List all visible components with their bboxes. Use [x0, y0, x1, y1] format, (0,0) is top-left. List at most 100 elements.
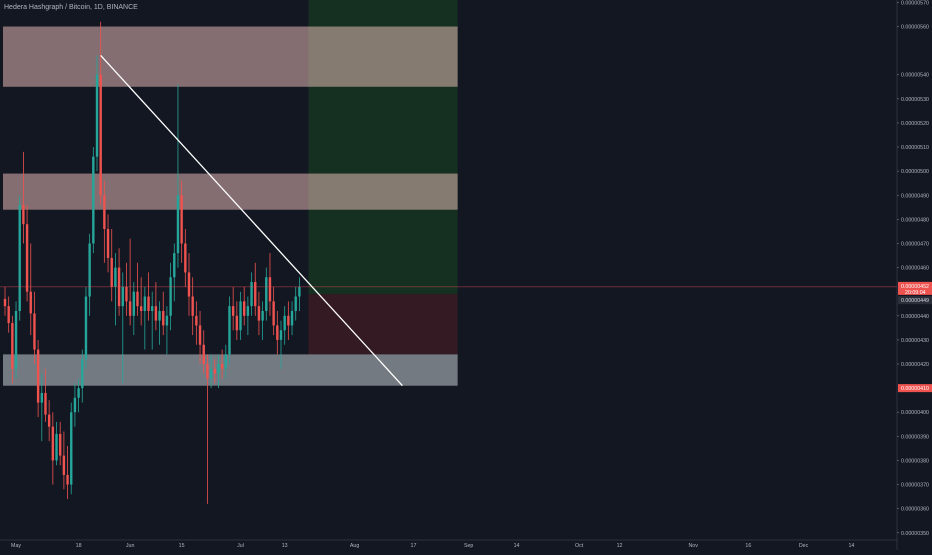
- candle[interactable]: [279, 320, 283, 369]
- candle[interactable]: [224, 344, 227, 379]
- price-tick-label: 0.00000560: [901, 25, 929, 31]
- candle[interactable]: [276, 310, 279, 355]
- candle[interactable]: [25, 204, 29, 302]
- candle-body: [158, 310, 161, 321]
- candle[interactable]: [147, 272, 150, 321]
- candle[interactable]: [110, 229, 113, 302]
- candle-body: [92, 156, 95, 244]
- candle[interactable]: [136, 262, 139, 316]
- candle[interactable]: [92, 147, 95, 254]
- candle[interactable]: [176, 84, 180, 268]
- candle[interactable]: [47, 400, 51, 442]
- candle[interactable]: [95, 55, 99, 172]
- candle[interactable]: [209, 354, 213, 389]
- candle[interactable]: [283, 306, 286, 345]
- price-tick-label: 0.00000380: [901, 458, 929, 464]
- candle[interactable]: [154, 282, 158, 331]
- candle[interactable]: [59, 421, 62, 466]
- candle[interactable]: [290, 301, 294, 336]
- trendline[interactable]: [100, 55, 403, 387]
- candle[interactable]: [51, 412, 55, 485]
- candle[interactable]: [165, 306, 169, 355]
- candle[interactable]: [228, 296, 231, 365]
- candle[interactable]: [187, 253, 191, 316]
- candle[interactable]: [158, 301, 161, 345]
- candle[interactable]: [29, 243, 32, 336]
- candle[interactable]: [261, 301, 264, 340]
- candle[interactable]: [195, 301, 198, 345]
- candle-body: [11, 323, 14, 369]
- candle[interactable]: [132, 282, 135, 336]
- candle[interactable]: [184, 229, 187, 287]
- candle[interactable]: [84, 286, 88, 369]
- candle[interactable]: [125, 262, 128, 316]
- price-tick-label: 0.00000370: [901, 483, 929, 489]
- candle-body: [246, 306, 250, 316]
- candle[interactable]: [272, 286, 275, 336]
- candle[interactable]: [22, 151, 25, 244]
- candle[interactable]: [235, 301, 239, 340]
- candle[interactable]: [121, 272, 124, 384]
- candle[interactable]: [88, 233, 91, 316]
- candle[interactable]: [103, 180, 106, 263]
- candle-body: [151, 306, 154, 311]
- candle[interactable]: [40, 373, 43, 442]
- candle[interactable]: [220, 349, 224, 379]
- candle[interactable]: [70, 402, 73, 495]
- candle[interactable]: [206, 354, 209, 504]
- candle[interactable]: [250, 272, 253, 316]
- candle[interactable]: [213, 359, 216, 384]
- candle[interactable]: [62, 431, 66, 490]
- candle[interactable]: [254, 262, 257, 316]
- candle[interactable]: [44, 368, 47, 422]
- candle[interactable]: [73, 383, 77, 427]
- candle[interactable]: [139, 277, 143, 326]
- candle[interactable]: [77, 378, 80, 413]
- candle[interactable]: [55, 421, 58, 466]
- candle[interactable]: [173, 243, 176, 302]
- candle[interactable]: [162, 291, 165, 336]
- candle[interactable]: [298, 277, 301, 311]
- time-axis[interactable]: May 18 Jun 15 Jul 13 Aug 17 Sep 14 Oct 12 Nov 16 Dec 14: [0, 539, 897, 549]
- candle[interactable]: [66, 445, 69, 500]
- time-tick-label: 13: [282, 543, 288, 549]
- candle[interactable]: [246, 296, 250, 336]
- candle[interactable]: [99, 21, 102, 205]
- candle[interactable]: [106, 214, 110, 273]
- target-price-tag-background: [898, 296, 932, 305]
- candle[interactable]: [36, 339, 40, 418]
- candle[interactable]: [151, 291, 154, 350]
- candle[interactable]: [231, 286, 235, 331]
- candle[interactable]: [239, 291, 242, 340]
- candle[interactable]: [143, 286, 147, 350]
- candle[interactable]: [33, 291, 36, 365]
- candle[interactable]: [243, 286, 246, 326]
- candle[interactable]: [14, 301, 18, 379]
- candle[interactable]: [257, 291, 261, 336]
- candle[interactable]: [287, 301, 290, 340]
- candle[interactable]: [217, 354, 220, 389]
- candle[interactable]: [180, 180, 183, 263]
- price-axis[interactable]: 0.00000570 0.00000560 0.00000540 0.00000530…: [896, 0, 932, 550]
- candle[interactable]: [18, 195, 21, 321]
- candle[interactable]: [11, 315, 14, 384]
- candle-body: [176, 195, 180, 254]
- candle[interactable]: [198, 310, 202, 365]
- candle-body: [243, 301, 246, 316]
- candle[interactable]: [265, 267, 268, 321]
- candle[interactable]: [268, 253, 272, 316]
- candle[interactable]: [114, 253, 117, 326]
- candle[interactable]: [202, 330, 205, 374]
- candle-body: [250, 282, 253, 307]
- candle[interactable]: [169, 262, 172, 331]
- time-tick-label: 16: [745, 543, 751, 549]
- candle[interactable]: [7, 296, 10, 333]
- target-price-tag: 0.00000449: [901, 298, 929, 304]
- candle-body: [136, 291, 139, 307]
- candle-body: [125, 286, 128, 302]
- candle[interactable]: [81, 349, 84, 403]
- candle[interactable]: [294, 286, 297, 321]
- candle[interactable]: [128, 238, 132, 326]
- candle[interactable]: [3, 286, 7, 316]
